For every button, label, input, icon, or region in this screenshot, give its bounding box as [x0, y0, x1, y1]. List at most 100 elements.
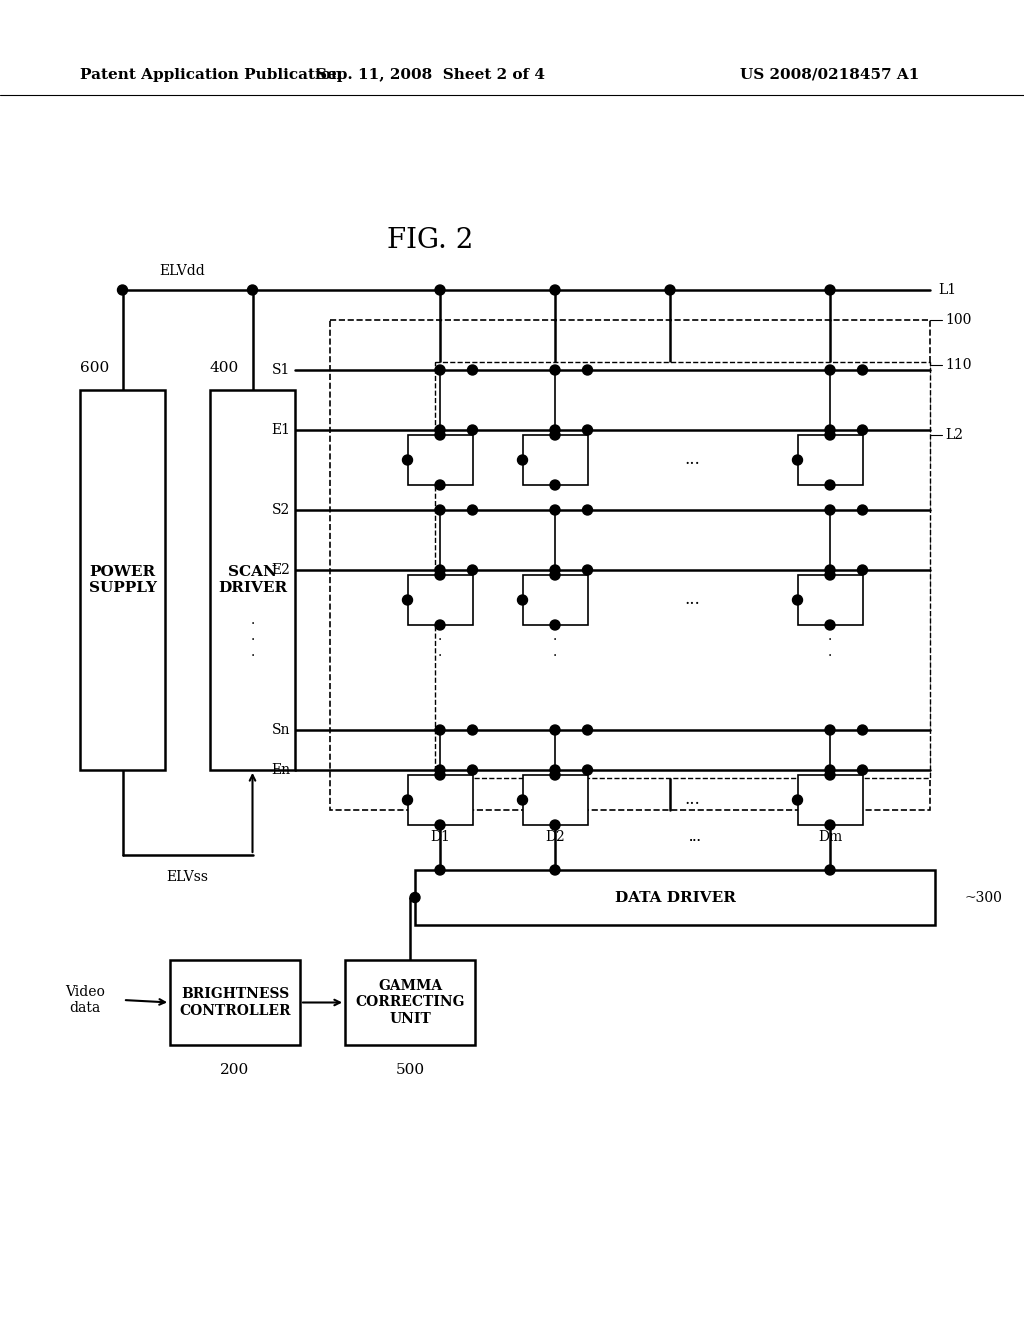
- Text: Sep. 11, 2008  Sheet 2 of 4: Sep. 11, 2008 Sheet 2 of 4: [315, 69, 545, 82]
- Text: 110: 110: [945, 358, 972, 372]
- Text: Dm: Dm: [818, 830, 842, 843]
- Circle shape: [857, 766, 867, 775]
- Circle shape: [550, 480, 560, 490]
- Bar: [798, 436, 862, 484]
- Text: Sn: Sn: [271, 723, 290, 737]
- Text: D1: D1: [430, 830, 450, 843]
- Circle shape: [435, 430, 445, 440]
- Bar: [522, 576, 588, 624]
- Circle shape: [665, 285, 675, 294]
- Text: L1: L1: [938, 282, 956, 297]
- Text: ·
·
·: · · ·: [827, 616, 833, 663]
- Circle shape: [468, 425, 477, 436]
- Circle shape: [517, 455, 527, 465]
- Bar: [408, 775, 472, 825]
- Circle shape: [583, 725, 593, 735]
- Circle shape: [583, 766, 593, 775]
- Circle shape: [793, 595, 803, 605]
- Text: ...: ...: [688, 830, 701, 843]
- Text: US 2008/0218457 A1: US 2008/0218457 A1: [740, 69, 920, 82]
- Circle shape: [793, 455, 803, 465]
- Circle shape: [825, 285, 835, 294]
- Circle shape: [468, 766, 477, 775]
- Circle shape: [550, 725, 560, 735]
- Text: En: En: [271, 763, 290, 777]
- Circle shape: [550, 425, 560, 436]
- Circle shape: [550, 620, 560, 630]
- Circle shape: [435, 725, 445, 735]
- Circle shape: [550, 565, 560, 576]
- Bar: [522, 775, 588, 825]
- Circle shape: [550, 506, 560, 515]
- Text: ·
·
·: · · ·: [438, 616, 442, 663]
- Circle shape: [857, 425, 867, 436]
- Text: ~300: ~300: [965, 891, 1002, 904]
- Circle shape: [825, 725, 835, 735]
- Circle shape: [517, 795, 527, 805]
- Text: ...: ...: [685, 591, 700, 609]
- Circle shape: [857, 725, 867, 735]
- Text: S1: S1: [271, 363, 290, 378]
- Circle shape: [402, 795, 413, 805]
- Circle shape: [550, 766, 560, 775]
- Text: Patent Application Publication: Patent Application Publication: [80, 69, 342, 82]
- Circle shape: [248, 285, 257, 294]
- Text: 200: 200: [220, 1063, 250, 1077]
- Bar: [80, 389, 165, 770]
- Circle shape: [825, 865, 835, 875]
- Circle shape: [550, 366, 560, 375]
- Text: ELVdd: ELVdd: [160, 264, 205, 279]
- Bar: [798, 576, 862, 624]
- Bar: [345, 960, 475, 1045]
- Text: E2: E2: [271, 564, 290, 577]
- Circle shape: [857, 366, 867, 375]
- Circle shape: [517, 595, 527, 605]
- Bar: [170, 960, 300, 1045]
- Circle shape: [435, 820, 445, 830]
- Circle shape: [825, 766, 835, 775]
- Circle shape: [825, 480, 835, 490]
- Circle shape: [825, 770, 835, 780]
- Text: 100: 100: [945, 313, 972, 327]
- Bar: [408, 576, 472, 624]
- Circle shape: [583, 565, 593, 576]
- Circle shape: [118, 285, 128, 294]
- Text: DATA DRIVER: DATA DRIVER: [614, 891, 735, 904]
- Circle shape: [793, 795, 803, 805]
- Circle shape: [402, 595, 413, 605]
- Circle shape: [550, 820, 560, 830]
- Circle shape: [550, 570, 560, 579]
- Text: ...: ...: [685, 792, 700, 808]
- Circle shape: [857, 506, 867, 515]
- Circle shape: [825, 366, 835, 375]
- Circle shape: [435, 865, 445, 875]
- Text: POWER
SUPPLY: POWER SUPPLY: [88, 565, 157, 595]
- Circle shape: [825, 430, 835, 440]
- Circle shape: [435, 425, 445, 436]
- Circle shape: [825, 620, 835, 630]
- Circle shape: [435, 620, 445, 630]
- Circle shape: [857, 565, 867, 576]
- Bar: [415, 870, 935, 925]
- Circle shape: [468, 366, 477, 375]
- Circle shape: [825, 506, 835, 515]
- Circle shape: [435, 570, 445, 579]
- Circle shape: [435, 770, 445, 780]
- Circle shape: [410, 892, 420, 903]
- Text: GAMMA
CORRECTING
UNIT: GAMMA CORRECTING UNIT: [355, 979, 465, 1026]
- Text: ...: ...: [685, 451, 700, 469]
- Circle shape: [550, 430, 560, 440]
- Circle shape: [435, 366, 445, 375]
- Text: S2: S2: [271, 503, 290, 517]
- Text: 500: 500: [395, 1063, 425, 1077]
- Circle shape: [583, 366, 593, 375]
- Bar: [798, 775, 862, 825]
- Circle shape: [825, 820, 835, 830]
- Circle shape: [435, 766, 445, 775]
- Bar: [522, 436, 588, 484]
- Circle shape: [550, 865, 560, 875]
- Text: ...: ...: [688, 830, 701, 843]
- Circle shape: [583, 506, 593, 515]
- Circle shape: [435, 285, 445, 294]
- Circle shape: [825, 565, 835, 576]
